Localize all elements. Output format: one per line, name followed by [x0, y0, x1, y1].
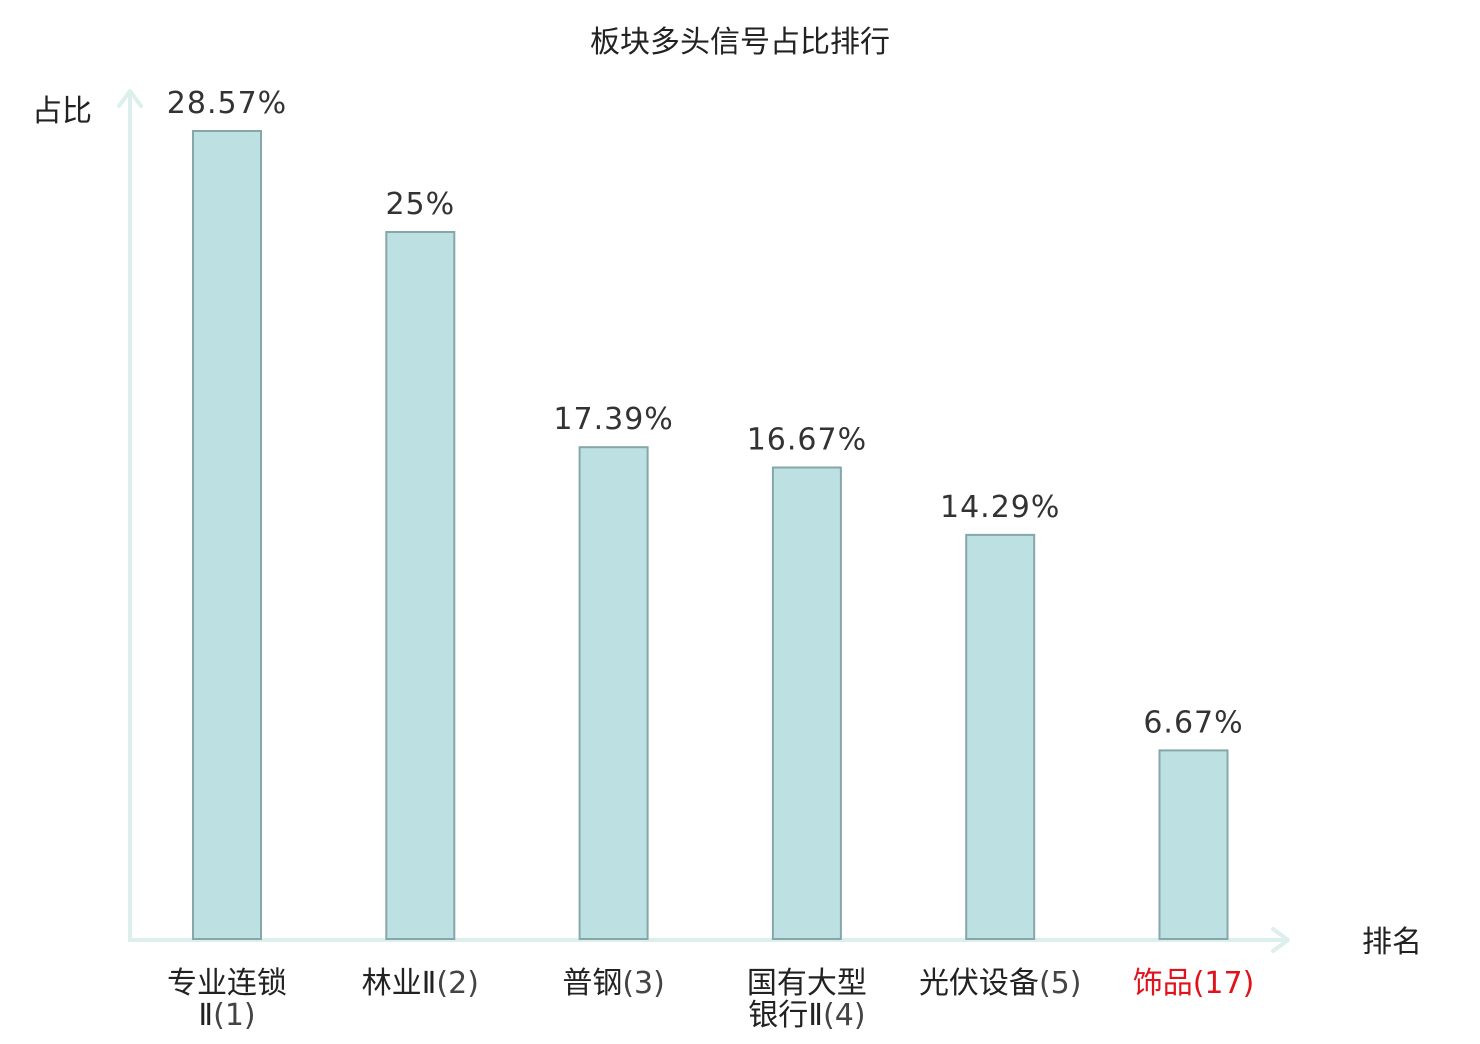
- bar: [192, 130, 262, 940]
- bars-group: [192, 130, 1229, 941]
- x-axis-arrow: [1271, 927, 1290, 953]
- category-label: 专业连锁: [167, 966, 287, 1001]
- chart-title: 板块多头信号占比排行: [590, 25, 890, 60]
- category-rank: (2): [436, 966, 479, 1001]
- category-name: 饰品: [1133, 966, 1193, 1001]
- category-label: 光伏设备(5): [919, 966, 1081, 1001]
- category-name: Ⅱ: [198, 998, 213, 1033]
- y-axis-arrow: [117, 89, 143, 108]
- bar: [1158, 749, 1229, 941]
- category-label: 普钢(3): [562, 966, 665, 1001]
- axes: [117, 89, 1290, 953]
- category-label: 林业Ⅱ(2): [362, 966, 479, 1001]
- bar: [965, 533, 1036, 941]
- category-label: 国有大型: [747, 966, 867, 1001]
- value-labels-group: 28.57% 25% 17.39% 16.67% 14.29% 6.67%: [167, 86, 1243, 740]
- category-rank: (1): [213, 998, 256, 1033]
- value-label: 25%: [385, 187, 455, 222]
- value-label: 16.67%: [747, 423, 867, 458]
- bar: [771, 466, 842, 940]
- value-label: 28.57%: [167, 86, 287, 121]
- y-axis-label: 占比: [32, 94, 92, 129]
- category-rank: (17): [1193, 966, 1255, 1001]
- bar: [385, 231, 456, 940]
- category-name: 林业Ⅱ: [362, 966, 437, 1001]
- value-label: 6.67%: [1143, 705, 1243, 740]
- bar: [578, 446, 649, 940]
- category-name: 光伏设备: [919, 966, 1039, 1001]
- category-label: 饰品(17): [1133, 966, 1255, 1001]
- category-rank: (5): [1039, 966, 1082, 1001]
- category-name: 普钢: [562, 966, 622, 1001]
- category-rank: (4): [823, 998, 866, 1033]
- category-rank: (3): [622, 966, 665, 1001]
- x-axis-label: 排名: [1362, 925, 1422, 960]
- category-label: Ⅱ(1): [198, 998, 255, 1033]
- category-label: 银行Ⅱ(4): [748, 998, 865, 1033]
- value-label: 17.39%: [553, 402, 673, 437]
- value-label: 14.29%: [940, 490, 1060, 525]
- category-name: 国有大型: [747, 966, 867, 1001]
- category-name: 银行Ⅱ: [748, 998, 823, 1033]
- category-name: 专业连锁: [167, 966, 287, 1001]
